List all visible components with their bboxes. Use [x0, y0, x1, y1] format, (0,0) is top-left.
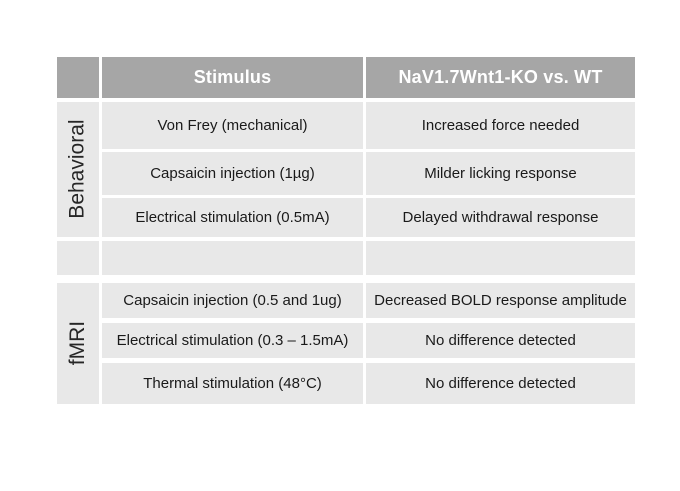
behavioral-row-1-result-cell: Milder licking response — [366, 152, 635, 195]
results-table: Stimulus NaV1.7Wnt1-KO vs. WT Behavioral… — [57, 57, 635, 404]
behavioral-row-0-stimulus-cell: Von Frey (mechanical) — [102, 102, 363, 149]
fmri-row-0-stimulus-cell: Capsaicin injection (0.5 and 1ug) — [102, 283, 363, 318]
fmri-row-2-result-cell: No difference detected — [366, 363, 635, 404]
header-comparison-cell: NaV1.7Wnt1-KO vs. WT — [366, 57, 635, 98]
spacer-row-stimulus-cell — [102, 241, 363, 275]
fmri-row-0-result-cell: Decreased BOLD response amplitude — [366, 283, 635, 318]
section-label-fmri: fMRI — [57, 283, 99, 404]
fmri-row-2-stimulus-cell: Thermal stimulation (48°C) — [102, 363, 363, 404]
spacer-row-result-cell — [366, 241, 635, 275]
header-corner-cell — [57, 57, 99, 98]
fmri-label-text: fMRI — [65, 321, 89, 366]
fmri-row-1-stimulus-cell: Electrical stimulation (0.3 – 1.5mA) — [102, 323, 363, 358]
header-stimulus-cell: Stimulus — [102, 57, 363, 98]
behavioral-row-1-stimulus-cell: Capsaicin injection (1µg) — [102, 152, 363, 195]
behavioral-row-2-result-cell: Delayed withdrawal response — [366, 198, 635, 237]
behavioral-row-0-result-cell: Increased force needed — [366, 102, 635, 149]
behavioral-label-text: Behavioral — [65, 119, 89, 220]
behavioral-row-2-stimulus-cell: Electrical stimulation (0.5mA) — [102, 198, 363, 237]
fmri-row-1-result-cell: No difference detected — [366, 323, 635, 358]
section-label-behavioral: Behavioral — [57, 102, 99, 237]
spacer-row-label-cell — [57, 241, 99, 275]
